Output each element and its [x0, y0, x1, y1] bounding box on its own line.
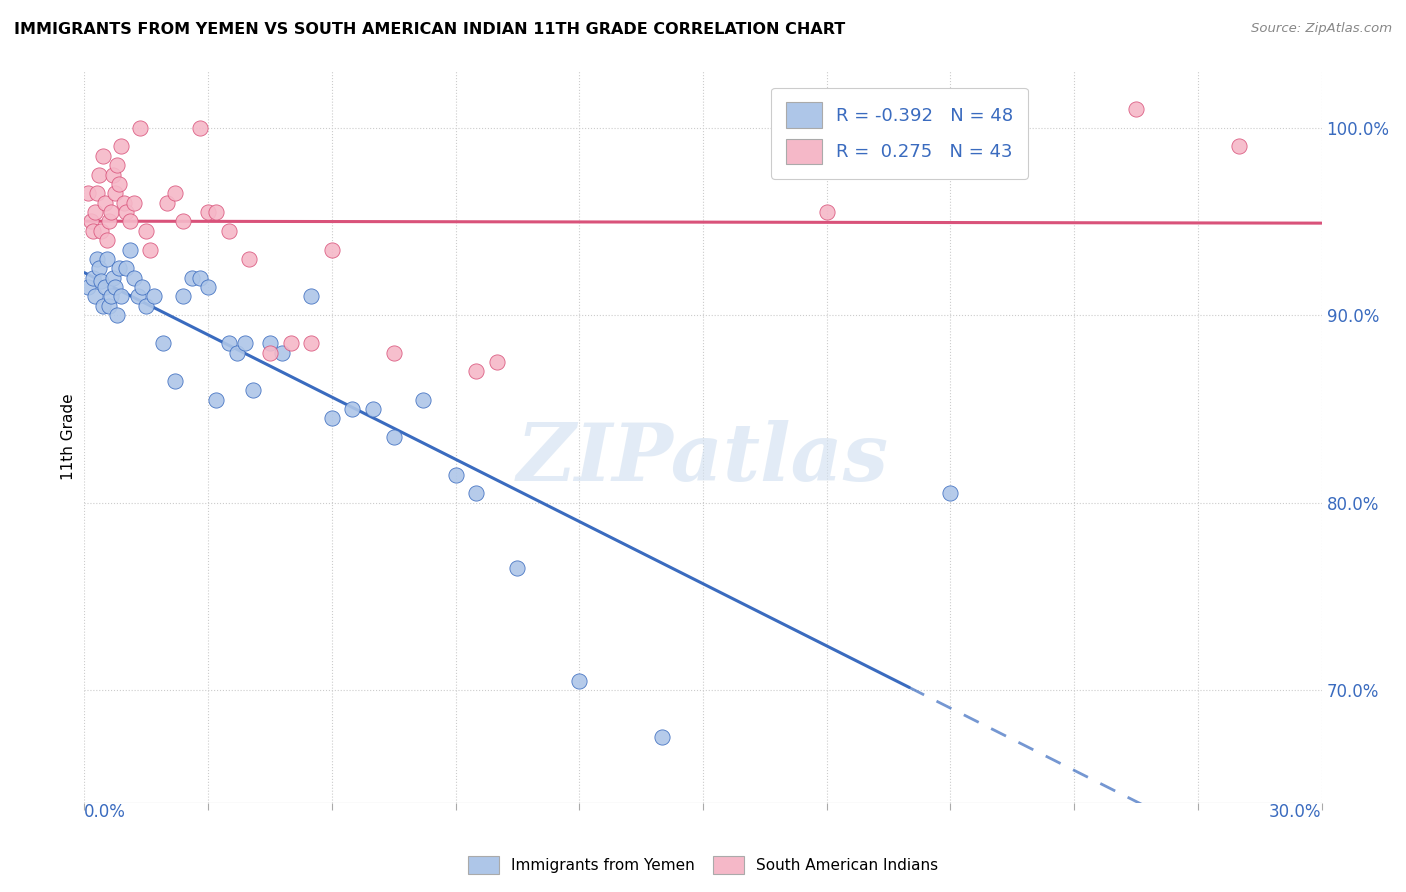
Text: Source: ZipAtlas.com: Source: ZipAtlas.com [1251, 22, 1392, 36]
Point [91, 299, 114, 313]
Point [205, 392, 228, 407]
Point [118, 243, 141, 257]
Point [242, 383, 264, 397]
Y-axis label: 11th Grade: 11th Grade [60, 393, 76, 481]
Point [321, 411, 343, 425]
Point [197, 205, 219, 219]
Point [156, 195, 179, 210]
Point [815, 205, 838, 219]
Point [135, 224, 157, 238]
Point [87, 168, 110, 182]
Point [83, 205, 105, 219]
Point [100, 205, 122, 219]
Point [77, 186, 100, 201]
Point [114, 261, 136, 276]
Point [233, 336, 256, 351]
Point [105, 158, 128, 172]
Point [361, 401, 384, 416]
Point [90, 274, 112, 288]
Point [939, 486, 962, 500]
Point [98, 214, 121, 228]
Legend: R = -0.392   N = 48, R =  0.275   N = 43: R = -0.392 N = 48, R = 0.275 N = 43 [772, 87, 1028, 178]
Point [444, 467, 467, 482]
Point [103, 270, 125, 285]
Point [110, 139, 132, 153]
Point [129, 120, 152, 135]
Point [226, 345, 249, 359]
Point [218, 224, 240, 238]
Point [104, 186, 127, 201]
Point [1227, 139, 1250, 153]
Point [105, 308, 128, 322]
Point [165, 374, 187, 388]
Point [77, 280, 100, 294]
Point [108, 177, 131, 191]
Point [122, 195, 145, 210]
Point [259, 345, 281, 359]
Point [82, 224, 104, 238]
Point [127, 289, 149, 303]
Point [108, 261, 131, 276]
Point [96, 233, 118, 247]
Point [180, 270, 202, 285]
Point [259, 336, 281, 351]
Point [79, 214, 101, 228]
Point [110, 289, 132, 303]
Point [96, 252, 118, 266]
Point [91, 149, 114, 163]
Point [143, 289, 166, 303]
Point [114, 205, 136, 219]
Point [131, 280, 153, 294]
Point [382, 430, 405, 444]
Point [100, 289, 122, 303]
Point [299, 289, 322, 303]
Point [506, 561, 529, 575]
Point [165, 186, 187, 201]
Point [135, 299, 157, 313]
Point [87, 261, 110, 276]
Point [382, 345, 405, 359]
Point [90, 224, 112, 238]
Point [299, 336, 322, 351]
Point [188, 270, 211, 285]
Point [205, 205, 228, 219]
Point [172, 289, 194, 303]
Point [568, 673, 591, 688]
Point [342, 401, 364, 416]
Point [485, 355, 508, 369]
Point [238, 252, 260, 266]
Point [412, 392, 434, 407]
Text: ZIPatlas: ZIPatlas [517, 420, 889, 498]
Point [218, 336, 240, 351]
Point [465, 364, 488, 378]
Text: IMMIGRANTS FROM YEMEN VS SOUTH AMERICAN INDIAN 11TH GRADE CORRELATION CHART: IMMIGRANTS FROM YEMEN VS SOUTH AMERICAN … [14, 22, 845, 37]
Point [271, 345, 294, 359]
Point [86, 186, 108, 201]
Point [103, 168, 125, 182]
Point [152, 336, 174, 351]
Point [188, 120, 211, 135]
Point [83, 289, 105, 303]
Text: 30.0%: 30.0% [1270, 803, 1322, 821]
Point [104, 280, 127, 294]
Point [651, 730, 673, 744]
Text: 0.0%: 0.0% [84, 803, 127, 821]
Legend: Immigrants from Yemen, South American Indians: Immigrants from Yemen, South American In… [463, 850, 943, 880]
Point [82, 270, 104, 285]
Point [172, 214, 194, 228]
Point [118, 214, 141, 228]
Point [280, 336, 302, 351]
Point [1125, 102, 1147, 116]
Point [465, 486, 488, 500]
Point [197, 280, 219, 294]
Point [122, 270, 145, 285]
Point [139, 243, 162, 257]
Point [86, 252, 108, 266]
Point [94, 195, 117, 210]
Point [112, 195, 135, 210]
Point [321, 243, 343, 257]
Point [98, 299, 121, 313]
Point [94, 280, 117, 294]
